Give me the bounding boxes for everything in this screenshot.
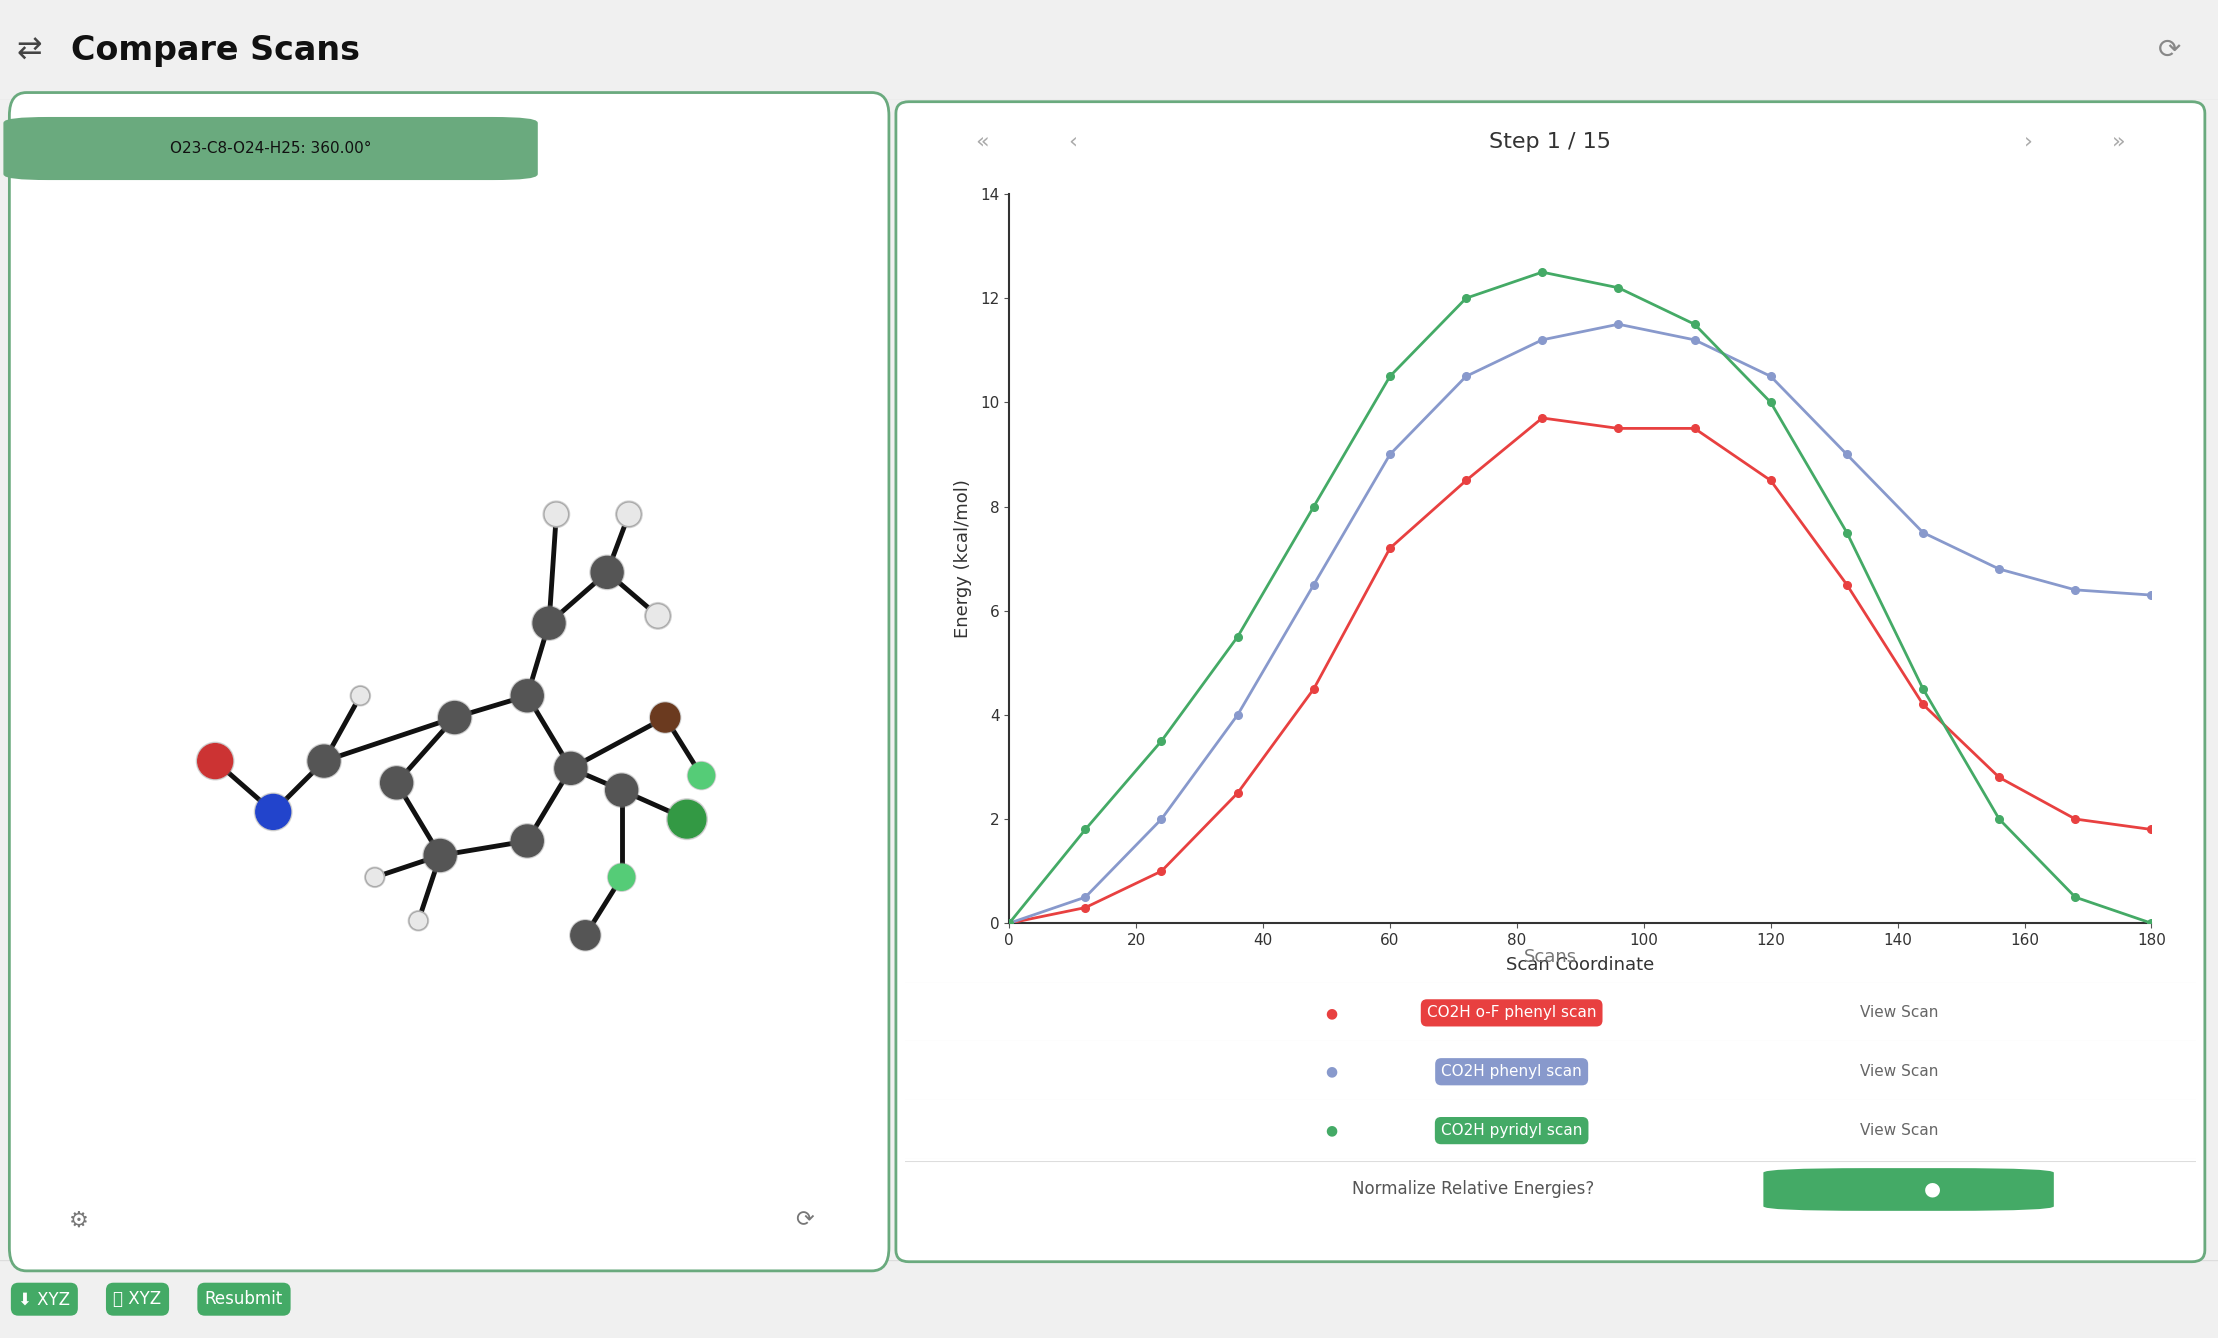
Y-axis label: Energy (kcal/mol): Energy (kcal/mol) bbox=[954, 479, 971, 638]
Text: Scans: Scans bbox=[1524, 947, 1577, 966]
FancyBboxPatch shape bbox=[896, 102, 2205, 1262]
Circle shape bbox=[381, 767, 413, 799]
Circle shape bbox=[688, 763, 714, 788]
Text: ‹: ‹ bbox=[1069, 132, 1078, 151]
Circle shape bbox=[306, 744, 342, 779]
Text: View Scan: View Scan bbox=[1859, 1064, 1939, 1080]
Circle shape bbox=[554, 751, 588, 785]
Circle shape bbox=[379, 765, 415, 800]
Text: Step 1 / 15: Step 1 / 15 bbox=[1488, 132, 1612, 151]
Text: View Scan: View Scan bbox=[1859, 1123, 1939, 1139]
Circle shape bbox=[532, 606, 566, 641]
Text: Resubmit: Resubmit bbox=[204, 1290, 284, 1309]
FancyBboxPatch shape bbox=[9, 92, 889, 1271]
Circle shape bbox=[510, 824, 546, 858]
FancyBboxPatch shape bbox=[4, 118, 537, 179]
Circle shape bbox=[590, 555, 625, 590]
Circle shape bbox=[668, 800, 705, 838]
Circle shape bbox=[543, 500, 570, 527]
Circle shape bbox=[668, 799, 708, 839]
Text: CO2H o-F phenyl scan: CO2H o-F phenyl scan bbox=[1426, 1005, 1597, 1021]
Text: ●: ● bbox=[1923, 1180, 1941, 1199]
Circle shape bbox=[543, 502, 568, 527]
Circle shape bbox=[437, 700, 472, 735]
Circle shape bbox=[512, 680, 543, 712]
Text: Normalize Relative Energies?: Normalize Relative Energies? bbox=[1351, 1180, 1595, 1199]
Circle shape bbox=[197, 744, 233, 779]
Circle shape bbox=[570, 919, 601, 951]
Text: O23-C8-O24-H25: 360.00°: O23-C8-O24-H25: 360.00° bbox=[171, 140, 370, 157]
Circle shape bbox=[592, 557, 623, 589]
Circle shape bbox=[608, 863, 637, 891]
Circle shape bbox=[608, 864, 634, 890]
Circle shape bbox=[308, 745, 339, 777]
Text: »: » bbox=[2112, 132, 2125, 151]
Circle shape bbox=[350, 686, 370, 705]
Text: CO2H phenyl scan: CO2H phenyl scan bbox=[1442, 1064, 1581, 1080]
X-axis label: Scan Coordinate: Scan Coordinate bbox=[1506, 957, 1655, 974]
Text: ●: ● bbox=[1324, 1124, 1337, 1137]
Circle shape bbox=[617, 502, 641, 527]
Circle shape bbox=[645, 603, 670, 629]
Text: ›: › bbox=[2023, 132, 2032, 151]
Circle shape bbox=[424, 838, 457, 872]
Circle shape bbox=[350, 685, 370, 706]
Text: View Scan: View Scan bbox=[1859, 1005, 1939, 1021]
Circle shape bbox=[408, 911, 428, 931]
Circle shape bbox=[366, 868, 384, 887]
Text: ⟳: ⟳ bbox=[794, 1211, 814, 1230]
Text: ⎘ XYZ: ⎘ XYZ bbox=[113, 1290, 162, 1309]
Text: ⚙: ⚙ bbox=[69, 1211, 89, 1230]
Circle shape bbox=[603, 773, 639, 807]
Circle shape bbox=[688, 761, 716, 789]
Circle shape bbox=[650, 702, 681, 733]
Circle shape bbox=[439, 701, 470, 733]
Circle shape bbox=[570, 921, 599, 950]
Text: «: « bbox=[976, 132, 989, 151]
Circle shape bbox=[606, 775, 637, 805]
Circle shape bbox=[408, 911, 428, 930]
Circle shape bbox=[532, 607, 566, 640]
Circle shape bbox=[645, 602, 672, 629]
Text: ⇄: ⇄ bbox=[16, 36, 42, 64]
Circle shape bbox=[512, 826, 543, 856]
Text: ⬇ XYZ: ⬇ XYZ bbox=[18, 1290, 71, 1309]
Text: ●: ● bbox=[1324, 1006, 1337, 1020]
Text: ●: ● bbox=[1324, 1065, 1337, 1078]
Circle shape bbox=[554, 752, 588, 784]
Circle shape bbox=[617, 500, 643, 527]
Text: CO2H pyridyl scan: CO2H pyridyl scan bbox=[1442, 1123, 1581, 1139]
Circle shape bbox=[255, 793, 293, 831]
Circle shape bbox=[255, 795, 291, 830]
Circle shape bbox=[650, 702, 679, 732]
Circle shape bbox=[197, 743, 233, 780]
Circle shape bbox=[510, 678, 546, 713]
Text: Compare Scans: Compare Scans bbox=[71, 33, 359, 67]
Circle shape bbox=[364, 867, 386, 887]
FancyBboxPatch shape bbox=[1763, 1168, 2054, 1211]
Text: ⟳: ⟳ bbox=[2158, 36, 2180, 64]
Circle shape bbox=[424, 839, 457, 871]
